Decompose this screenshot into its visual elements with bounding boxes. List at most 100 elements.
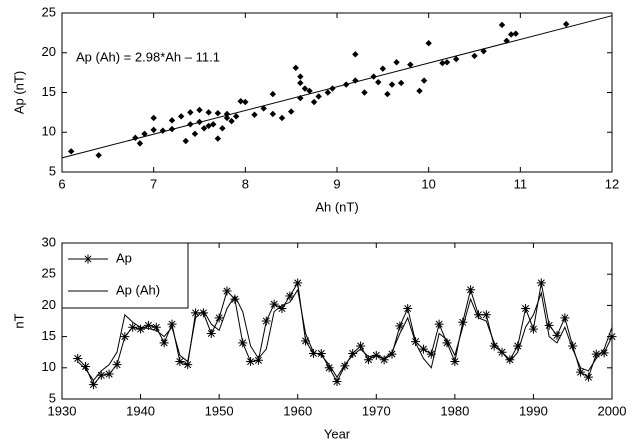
point [310, 98, 318, 106]
point [150, 126, 157, 134]
star-marker [167, 319, 177, 329]
star-marker [253, 355, 263, 365]
x-tick-label: 1960 [283, 403, 312, 418]
point [425, 40, 432, 47]
point [150, 114, 157, 122]
point [452, 55, 460, 63]
star-marker [473, 310, 483, 320]
point [416, 87, 423, 95]
star-marker [340, 361, 350, 371]
star-marker [607, 332, 617, 342]
star-marker [301, 336, 311, 346]
y-tick-label: 15 [42, 328, 56, 343]
point [407, 61, 414, 68]
star-marker [316, 348, 326, 358]
y-tick-label: 25 [42, 266, 56, 281]
star-marker [434, 319, 444, 329]
star-marker [308, 348, 318, 358]
point [324, 89, 332, 96]
point [187, 109, 194, 116]
point [159, 127, 167, 134]
y-tick-label: 5 [49, 163, 56, 178]
star-marker [583, 372, 593, 382]
star-marker [120, 332, 130, 342]
star-marker [261, 316, 271, 326]
star-marker [73, 353, 83, 363]
point [214, 135, 222, 142]
star-marker [214, 313, 224, 323]
x-tick-label: 7 [150, 176, 157, 191]
star-marker [151, 322, 161, 332]
point [562, 20, 570, 28]
point [260, 105, 267, 112]
point [379, 65, 387, 72]
star-marker [379, 355, 389, 365]
star-marker [222, 286, 232, 296]
point [292, 64, 299, 72]
star-marker [143, 320, 153, 330]
point [269, 110, 277, 118]
y-axis-label: nT [11, 313, 26, 328]
x-tick-label: 1970 [362, 403, 391, 418]
point [361, 89, 368, 96]
point [251, 111, 258, 118]
point [507, 31, 515, 38]
point [177, 113, 185, 120]
y-tick-label: 15 [42, 84, 56, 99]
legend-box [61, 242, 189, 309]
legend-label: Ap (Ah) [116, 282, 160, 297]
star-marker [88, 380, 98, 390]
star-marker [387, 349, 397, 359]
star-marker [521, 304, 531, 314]
y-tick-label: 10 [42, 124, 56, 139]
annotation: Ap (Ah) = 2.98*Ah – 11.1 [76, 49, 220, 64]
y-tick-label: 10 [42, 359, 56, 374]
star-marker [536, 278, 546, 288]
star-marker [269, 299, 279, 309]
star-marker [395, 321, 405, 331]
x-axis-label: Ah (nT) [315, 199, 358, 214]
point [297, 94, 304, 102]
point [205, 109, 212, 116]
point [329, 85, 336, 92]
series-line [77, 288, 613, 382]
star-marker [426, 349, 436, 359]
point [420, 77, 428, 84]
point [95, 152, 102, 159]
point [287, 108, 295, 115]
star-marker [599, 348, 609, 358]
point [471, 52, 478, 60]
star-marker [528, 324, 538, 334]
series-line [61, 15, 613, 159]
point [242, 98, 249, 106]
point [278, 114, 286, 122]
point [232, 113, 240, 120]
y-tick-label: 20 [42, 297, 56, 312]
point [200, 125, 208, 132]
point [219, 125, 226, 132]
star-marker [458, 317, 468, 327]
star-marker [356, 341, 366, 351]
point [141, 130, 148, 138]
y-tick-label: 30 [42, 234, 56, 249]
star-marker [403, 304, 413, 314]
star-marker [96, 370, 106, 380]
point [210, 121, 217, 128]
star-marker [591, 349, 601, 359]
x-tick-label: 11 [514, 176, 528, 191]
point [228, 117, 235, 125]
star-marker [238, 338, 248, 348]
star-marker [198, 308, 208, 318]
star-marker [348, 348, 358, 358]
star-marker [560, 313, 570, 323]
y-axis-label: Ap (nT) [11, 71, 26, 114]
star-marker [136, 324, 146, 334]
legend-marker [83, 254, 93, 264]
x-tick-label: 1950 [205, 403, 234, 418]
star-marker [183, 360, 193, 370]
point [443, 59, 451, 66]
y-tick-label: 5 [49, 390, 56, 405]
star-marker [285, 291, 295, 301]
point [439, 59, 446, 67]
